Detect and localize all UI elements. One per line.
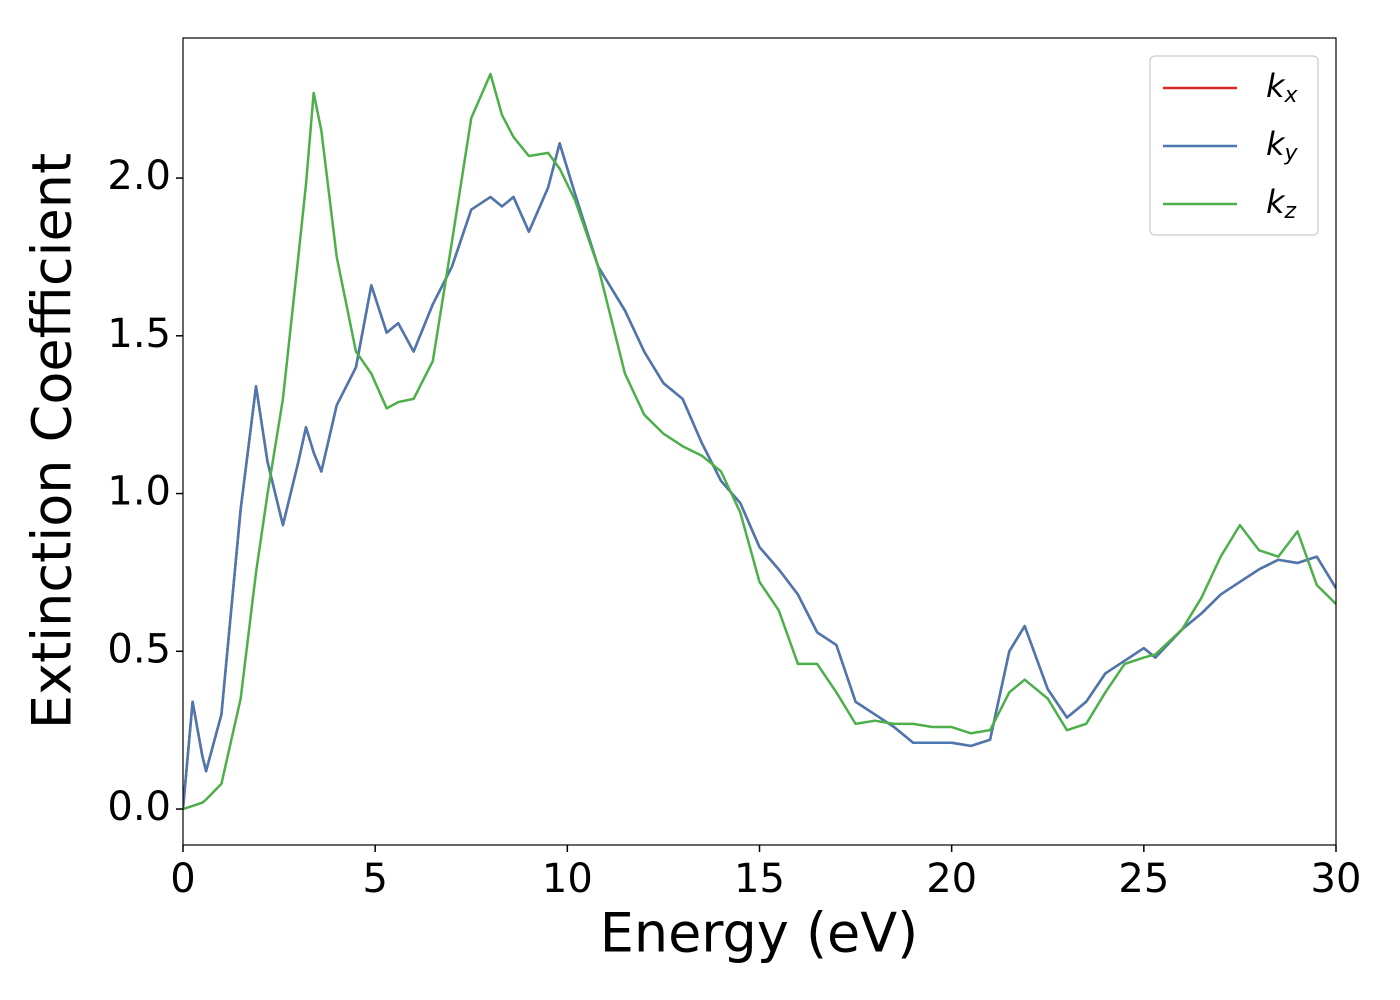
y-tick-label: 1.0: [107, 469, 171, 515]
x-tick-label: 5: [362, 856, 387, 902]
x-tick-label: 0: [170, 856, 195, 902]
y-tick-label: 1.5: [107, 311, 171, 357]
y-tick-label: 0.5: [107, 626, 171, 672]
x-tick-label: 20: [926, 856, 977, 902]
x-tick-label: 10: [542, 856, 593, 902]
legend-label: ky: [1266, 125, 1299, 166]
y-tick-label: 0.0: [107, 784, 171, 830]
series-line: [183, 142, 1336, 810]
series-line: [183, 142, 1336, 810]
x-tick-label: 25: [1118, 856, 1169, 902]
plot-frame: [182, 37, 1337, 846]
x-tick-label: 15: [734, 856, 785, 902]
y-tick-label: 2.0: [107, 153, 171, 199]
x-axis-label: Energy (eV): [600, 902, 919, 965]
legend: kx ky kz: [1149, 55, 1319, 236]
legend-label: kx: [1266, 67, 1299, 108]
x-tick-label: 30: [1311, 856, 1362, 902]
legend-label: kz: [1266, 183, 1297, 224]
series-line: [183, 72, 1336, 811]
y-axis-label: Extinction Coefficient: [21, 153, 84, 729]
